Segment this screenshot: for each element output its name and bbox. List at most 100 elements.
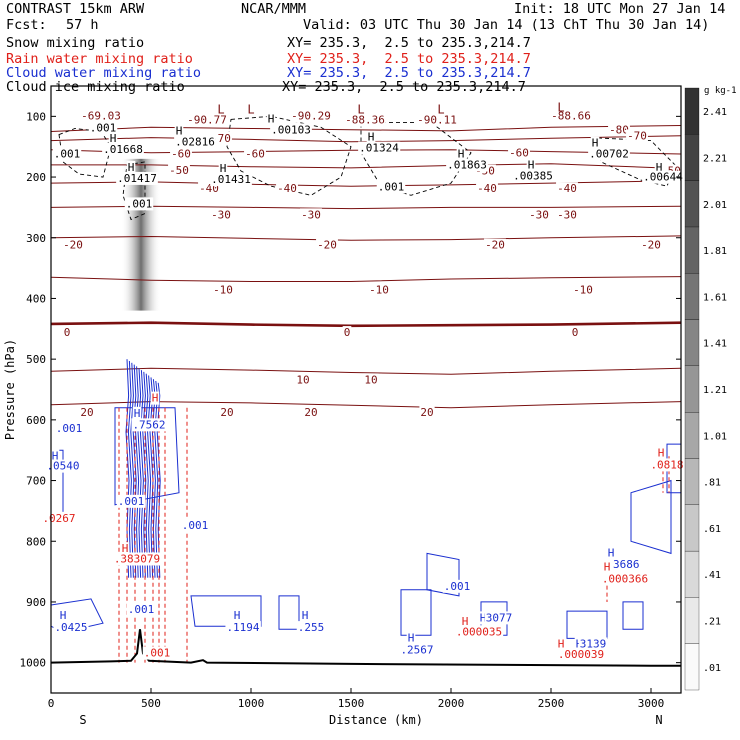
model-title: CONTRAST 15km ARW <box>6 1 145 17</box>
label-background <box>526 158 536 172</box>
isotherm-label: -70 <box>211 132 231 145</box>
isotherm-label: -30 <box>529 208 549 221</box>
label-background <box>168 164 190 178</box>
label-background <box>300 608 310 622</box>
label-background <box>556 637 566 651</box>
label-background <box>454 625 504 639</box>
x-tick-label: 2000 <box>438 697 465 710</box>
label-background <box>210 173 252 187</box>
label-background <box>406 631 416 645</box>
label-background <box>58 608 68 622</box>
isotherm-label: -80 <box>609 123 629 136</box>
cloud-water-label: H <box>134 407 141 420</box>
colorbar-label: 1.21 <box>703 385 727 396</box>
label-background <box>131 418 167 432</box>
label-background <box>654 160 664 174</box>
cloud-water-contour <box>139 370 144 578</box>
label-background <box>478 611 488 625</box>
label-background <box>446 158 488 172</box>
cloud-ice-label: .00103 <box>271 123 311 136</box>
label-background <box>416 113 458 127</box>
isotherm-label: 10 <box>364 373 377 386</box>
isotherm-label: 20 <box>80 406 93 419</box>
label-background <box>512 169 554 183</box>
low-marker: L <box>557 100 564 114</box>
label-background <box>456 147 466 161</box>
isotherm--80 <box>50 125 682 132</box>
colorbar-segment <box>684 550 700 598</box>
label-background <box>300 208 322 222</box>
cloud-water-contour <box>156 382 161 578</box>
label-background <box>41 511 77 525</box>
label-background <box>132 406 142 420</box>
cloud-water-label: H <box>408 631 415 644</box>
isotherm--10 <box>50 276 682 282</box>
colorbar-segment <box>684 226 700 274</box>
label-background <box>578 637 608 651</box>
cloud-ice-label: H <box>592 137 599 150</box>
cloud-ice-contour <box>360 121 472 196</box>
cloud-water-contour <box>144 373 149 578</box>
isotherm-label: -90.29 <box>291 109 331 122</box>
isotherm--70 <box>50 135 682 143</box>
isotherm-label: -40 <box>557 182 577 195</box>
label-background <box>600 572 650 586</box>
isotherm-label: -70 <box>627 129 647 142</box>
cloud-ice-label: .00385 <box>513 169 553 182</box>
isotherm-label: 20 <box>304 406 317 419</box>
label-background <box>150 391 160 405</box>
low-marker: L <box>217 102 224 116</box>
isotherm-label: -20 <box>641 239 661 252</box>
x-tick-label: 0 <box>48 697 55 710</box>
field-name-cloud-ice: Cloud ice mixing ratio <box>6 79 185 95</box>
cloud-water-contour <box>278 595 300 630</box>
label-background <box>602 560 612 574</box>
cloud-water-label: .7562 <box>132 418 165 431</box>
cloud-water-contour <box>426 552 460 597</box>
label-background <box>212 283 234 297</box>
field-name-cloud-water: Cloud water mixing ratio <box>6 65 202 81</box>
terrain-line <box>50 629 681 667</box>
cloud-ice-label: .01668 <box>103 143 143 156</box>
x-tick-label: 1000 <box>238 697 265 710</box>
cloud-ice-label: .01863 <box>447 159 487 172</box>
rain-contours <box>118 407 670 663</box>
label-background <box>640 238 662 252</box>
cloud-water-contour <box>400 589 432 636</box>
colorbar-segment <box>684 273 700 320</box>
cloud-water-label: 3077 <box>486 611 513 624</box>
label-background <box>88 121 118 135</box>
label-background <box>108 131 118 145</box>
colorbar-segment <box>684 180 700 228</box>
label-background <box>79 406 95 420</box>
label-background <box>295 373 311 387</box>
label-background <box>80 109 122 123</box>
rain-label: .000035 <box>456 625 502 638</box>
label-background <box>218 162 228 176</box>
cloud-water-label: .255 <box>298 621 325 634</box>
colorbar-segment <box>684 319 700 366</box>
colorbar-label: 1.01 <box>703 431 727 442</box>
cloud-ice-label: .001 <box>54 148 81 161</box>
colorbar-segment <box>684 643 700 691</box>
cloud-ice-label: H <box>458 148 465 161</box>
label-background <box>528 208 550 222</box>
y-tick-label: 100 <box>26 110 46 123</box>
label-background <box>116 171 158 185</box>
isotherm-label: -60 <box>509 146 529 159</box>
label-background <box>460 615 470 629</box>
label-background <box>126 602 156 616</box>
isotherm-label: -20 <box>485 239 505 252</box>
isotherm-label: -69.03 <box>81 109 121 122</box>
label-background <box>116 494 146 508</box>
colorbar-label: .21 <box>703 617 721 628</box>
cloud-water-contour <box>114 407 180 506</box>
label-background <box>344 113 386 127</box>
cloud-water-contour <box>132 364 137 578</box>
label-background <box>210 208 232 222</box>
cloud-water-label: H <box>302 609 309 622</box>
cloud-ice-label: H <box>528 159 535 172</box>
rain-label: .001 <box>144 647 171 660</box>
cloud-ice-label: .001 <box>90 122 117 135</box>
cloud-water-contour <box>142 371 147 578</box>
